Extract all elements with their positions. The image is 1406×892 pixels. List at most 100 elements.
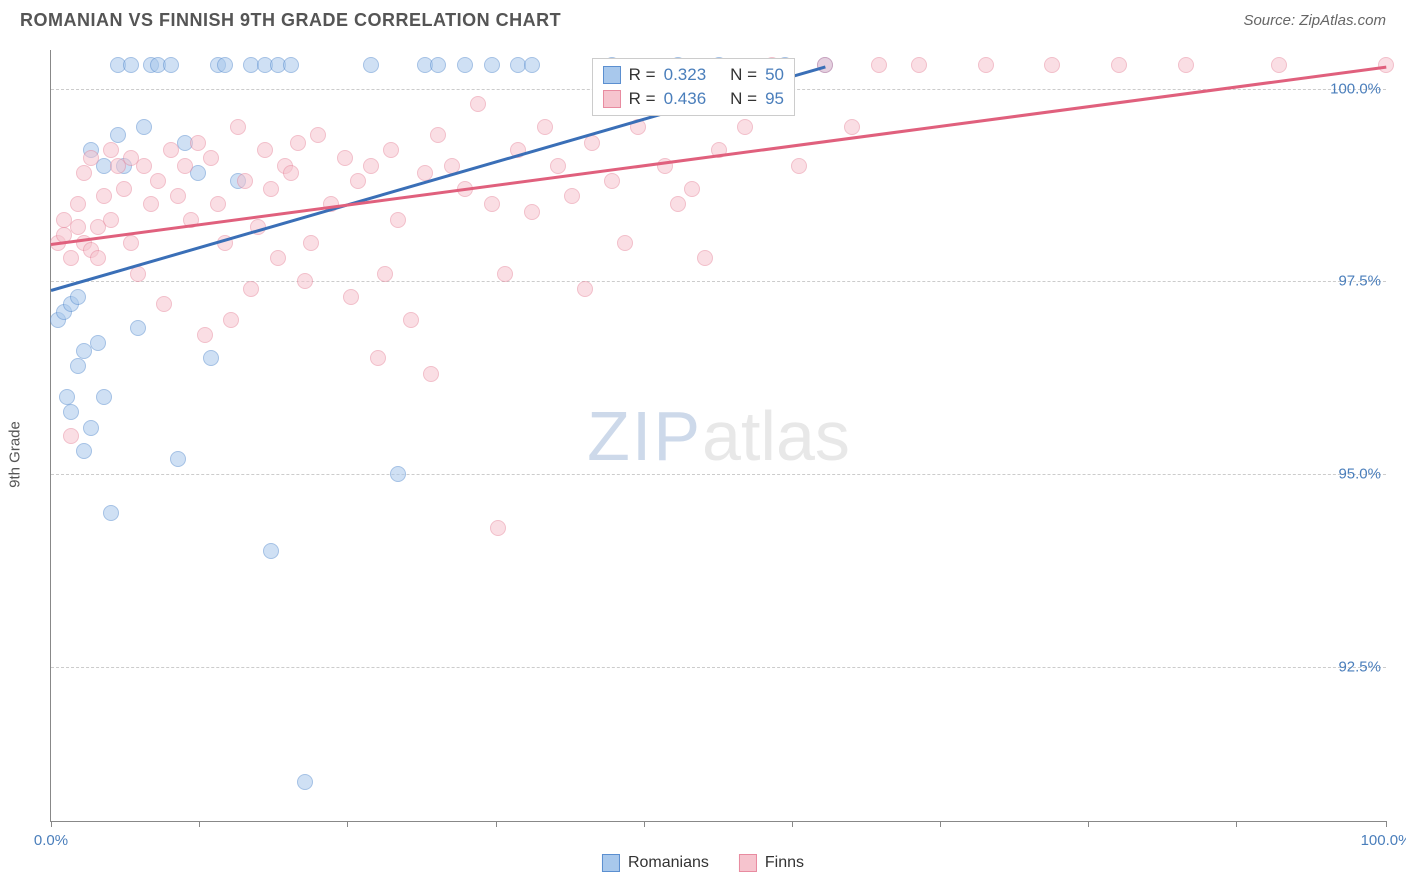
- legend-label: Finns: [765, 854, 804, 872]
- y-axis-label: 9th Grade: [7, 421, 24, 488]
- gridline: [51, 667, 1386, 668]
- data-point: [63, 428, 79, 444]
- data-point: [70, 358, 86, 374]
- data-point: [1271, 57, 1287, 73]
- data-point: [70, 196, 86, 212]
- data-point: [63, 404, 79, 420]
- data-point: [150, 173, 166, 189]
- data-point: [537, 119, 553, 135]
- legend-swatch: [603, 66, 621, 84]
- y-tick-label: 95.0%: [1338, 466, 1381, 483]
- data-point: [484, 196, 500, 212]
- data-point: [90, 335, 106, 351]
- legend-row: R = 0.323 N = 50: [603, 63, 784, 87]
- data-point: [497, 266, 513, 282]
- x-tick: [1236, 821, 1237, 827]
- data-point: [76, 443, 92, 459]
- data-point: [76, 165, 92, 181]
- r-label: R =: [629, 65, 656, 85]
- x-tick: [1386, 821, 1387, 827]
- data-point: [430, 57, 446, 73]
- data-point: [190, 165, 206, 181]
- data-point: [136, 119, 152, 135]
- data-point: [911, 57, 927, 73]
- data-point: [263, 181, 279, 197]
- n-label: N =: [730, 65, 757, 85]
- data-point: [163, 142, 179, 158]
- watermark: ZIPatlas: [587, 396, 850, 476]
- x-tick: [199, 821, 200, 827]
- r-value: 0.323: [664, 65, 707, 85]
- legend-item: Finns: [739, 854, 804, 872]
- data-point: [230, 119, 246, 135]
- data-point: [670, 196, 686, 212]
- data-point: [163, 57, 179, 73]
- x-tick: [496, 821, 497, 827]
- legend-correlation: R = 0.323 N = 50R = 0.436 N = 95: [592, 58, 795, 116]
- data-point: [337, 150, 353, 166]
- data-point: [737, 119, 753, 135]
- data-point: [103, 142, 119, 158]
- x-tick-label: 0.0%: [34, 832, 68, 849]
- data-point: [844, 119, 860, 135]
- data-point: [170, 188, 186, 204]
- r-label: R =: [629, 89, 656, 109]
- data-point: [223, 312, 239, 328]
- data-point: [403, 312, 419, 328]
- legend-item: Romanians: [602, 854, 709, 872]
- x-tick-label: 100.0%: [1361, 832, 1406, 849]
- data-point: [697, 250, 713, 266]
- data-point: [203, 350, 219, 366]
- data-point: [524, 57, 540, 73]
- data-point: [156, 296, 172, 312]
- data-point: [110, 127, 126, 143]
- data-point: [363, 57, 379, 73]
- data-point: [390, 212, 406, 228]
- data-point: [130, 320, 146, 336]
- data-point: [817, 57, 833, 73]
- gridline: [51, 474, 1386, 475]
- watermark-zip: ZIP: [587, 397, 702, 475]
- data-point: [190, 135, 206, 151]
- data-point: [377, 266, 393, 282]
- data-point: [297, 774, 313, 790]
- data-point: [59, 389, 75, 405]
- data-point: [457, 57, 473, 73]
- n-value: 95: [765, 89, 784, 109]
- data-point: [577, 281, 593, 297]
- data-point: [310, 127, 326, 143]
- data-point: [217, 57, 233, 73]
- data-point: [210, 196, 226, 212]
- data-point: [363, 158, 379, 174]
- data-point: [83, 420, 99, 436]
- data-point: [1178, 57, 1194, 73]
- data-point: [791, 158, 807, 174]
- data-point: [1044, 57, 1060, 73]
- data-point: [370, 350, 386, 366]
- chart-title: ROMANIAN VS FINNISH 9TH GRADE CORRELATIO…: [20, 10, 561, 31]
- legend-row: R =0.436N =95: [603, 87, 784, 111]
- x-tick: [347, 821, 348, 827]
- data-point: [203, 150, 219, 166]
- data-point: [63, 250, 79, 266]
- legend-swatch: [602, 854, 620, 872]
- data-point: [470, 96, 486, 112]
- data-point: [550, 158, 566, 174]
- legend-swatch: [739, 854, 757, 872]
- data-point: [684, 181, 700, 197]
- r-value: 0.436: [664, 89, 707, 109]
- data-point: [383, 142, 399, 158]
- n-value: 50: [765, 65, 784, 85]
- source-label: Source: ZipAtlas.com: [1243, 12, 1386, 29]
- data-point: [136, 158, 152, 174]
- data-point: [103, 505, 119, 521]
- data-point: [423, 366, 439, 382]
- header: ROMANIAN VS FINNISH 9TH GRADE CORRELATIO…: [0, 0, 1406, 36]
- watermark-atlas: atlas: [702, 397, 850, 475]
- data-point: [70, 289, 86, 305]
- data-point: [177, 158, 193, 174]
- data-point: [290, 135, 306, 151]
- data-point: [96, 389, 112, 405]
- legend-bottom: Romanians Finns: [602, 854, 804, 872]
- data-point: [871, 57, 887, 73]
